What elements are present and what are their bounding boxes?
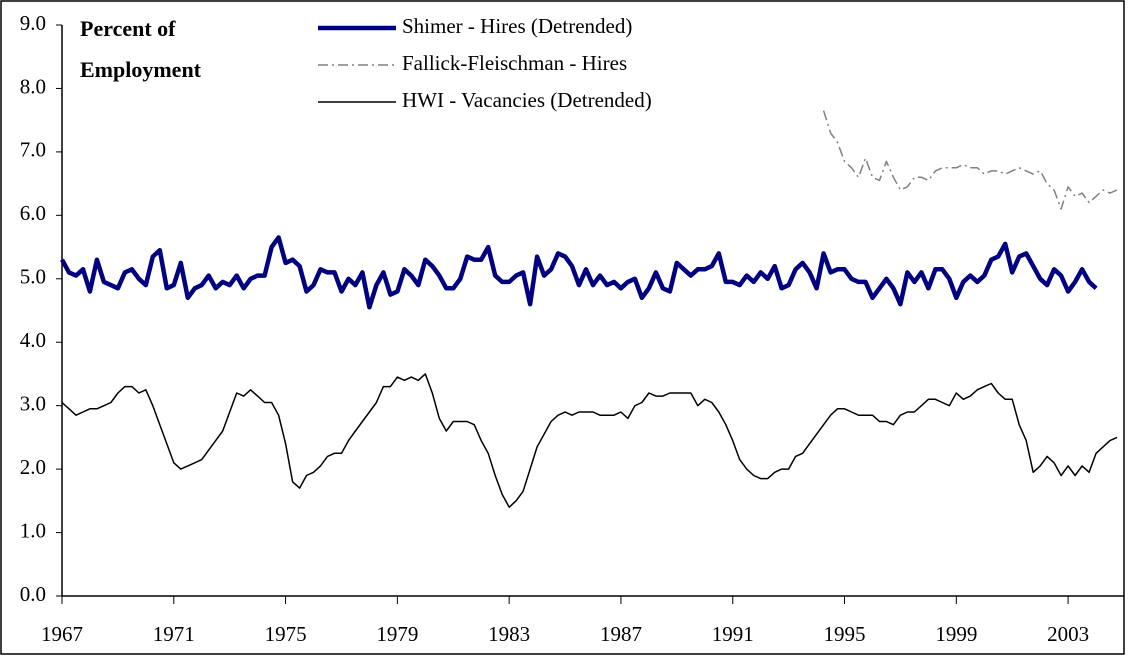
y-tick-label: 2.0 <box>20 455 46 479</box>
y-tick-label: 5.0 <box>20 265 46 289</box>
x-tick-label: 1971 <box>153 622 195 646</box>
annotation: Percent of <box>80 16 176 41</box>
legend-label: HWI - Vacancies (Detrended) <box>402 88 652 112</box>
legend-label: Shimer - Hires (Detrended) <box>402 14 632 38</box>
x-tick-label: 1999 <box>935 622 977 646</box>
x-tick-label: 1975 <box>265 622 307 646</box>
y-tick-label: 6.0 <box>20 201 46 225</box>
y-tick-label: 9.0 <box>20 11 46 35</box>
series-line <box>822 110 1118 210</box>
annotation: Employment <box>80 57 202 82</box>
x-tick-label: 1967 <box>41 622 83 646</box>
x-tick-label: 1983 <box>488 622 530 646</box>
y-tick-label: 8.0 <box>20 74 46 98</box>
series-line <box>61 373 1118 508</box>
y-tick-label: 0.0 <box>20 582 46 606</box>
x-tick-label: 1979 <box>376 622 418 646</box>
x-tick-label: 2003 <box>1047 622 1089 646</box>
y-tick-label: 1.0 <box>20 518 46 542</box>
series-line <box>60 235 1098 310</box>
y-tick-label: 7.0 <box>20 138 46 162</box>
legend-label: Fallick-Fleischman - Hires <box>402 51 627 75</box>
x-tick-label: 1991 <box>712 622 754 646</box>
x-tick-label: 1995 <box>824 622 866 646</box>
y-tick-label: 3.0 <box>20 391 46 415</box>
y-tick-label: 4.0 <box>20 328 46 352</box>
x-tick-label: 1987 <box>600 622 642 646</box>
